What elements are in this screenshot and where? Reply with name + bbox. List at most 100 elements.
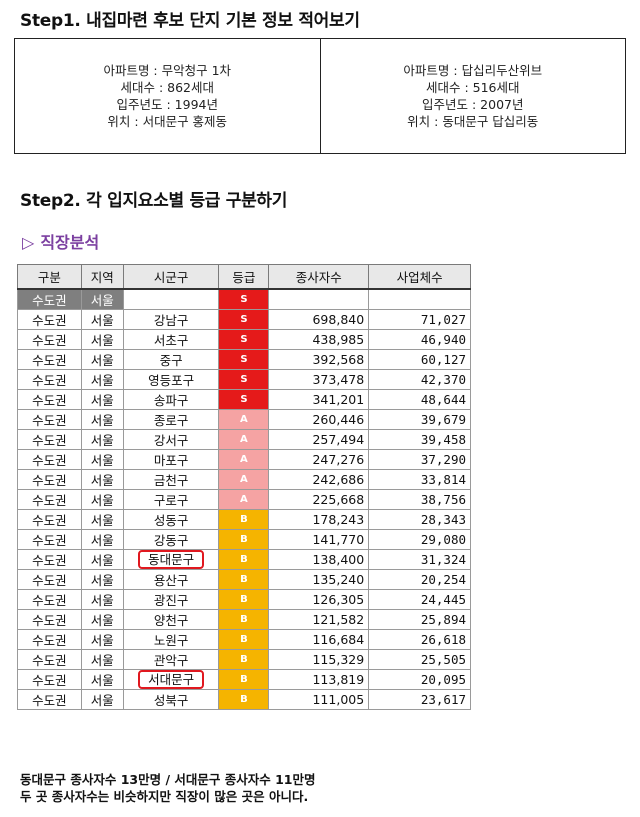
group-city (122, 288, 220, 310)
cell-employees: 116,684 (268, 628, 370, 650)
cell-businesses: 26,618 (368, 628, 471, 650)
cell-businesses: 60,127 (368, 348, 471, 370)
header-area: 지역 (80, 264, 124, 289)
cell-employees: 141,770 (268, 528, 370, 550)
cell-city: 강동구 (122, 528, 220, 550)
info-line: 위치 : 서대문구 홍제동 (107, 114, 228, 129)
group-employees (268, 288, 370, 310)
cell-city: 중구 (122, 348, 220, 370)
cell-employees: 111,005 (268, 688, 370, 710)
conclusion-line: 두 곳 종사자수는 비슷하지만 직장이 많은 곳은 아니다. (20, 789, 309, 804)
cell-region: 수도권 (17, 648, 82, 670)
cell-employees: 260,446 (268, 408, 370, 430)
cell-employees: 698,840 (268, 308, 370, 330)
info-line: 입주년도 : 2007년 (422, 97, 524, 112)
cell-grade: B (218, 608, 270, 630)
table-row: 수도권 서울 강남구 S 698,840 71,027 (17, 308, 471, 330)
cell-employees: 113,819 (268, 668, 370, 690)
cell-employees: 242,686 (268, 468, 370, 490)
cell-area: 서울 (80, 348, 124, 370)
table-row: 수도권 서울 강서구 A 257,494 39,458 (17, 428, 471, 450)
highlighted-city: 동대문구 (138, 549, 205, 569)
cell-employees: 138,400 (268, 548, 370, 570)
table-row: 수도권 서울 노원구 B 116,684 26,618 (17, 628, 471, 650)
cell-businesses: 46,940 (368, 328, 471, 350)
cell-grade: B (218, 508, 270, 530)
cell-area: 서울 (80, 428, 124, 450)
cell-grade: A (218, 468, 270, 490)
cell-businesses: 20,254 (368, 568, 471, 590)
cell-area: 서울 (80, 548, 124, 570)
header-grade: 등급 (218, 264, 270, 289)
info-line: 위치 : 동대문구 답십리동 (407, 114, 539, 129)
cell-grade: S (218, 388, 270, 410)
cell-businesses: 24,445 (368, 588, 471, 610)
cell-businesses: 48,644 (368, 388, 471, 410)
cell-grade: B (218, 568, 270, 590)
cell-area: 서울 (80, 368, 124, 390)
cell-city: 용산구 (122, 568, 220, 590)
cell-region: 수도권 (17, 488, 82, 510)
cell-region: 수도권 (17, 548, 82, 570)
candidate-info-box: 아파트명 : 무악청구 1차 세대수 : 862세대 입주년도 : 1994년 … (14, 38, 626, 154)
table-row: 수도권 서울 광진구 B 126,305 24,445 (17, 588, 471, 610)
cell-city: 금천구 (122, 468, 220, 490)
cell-city: 양천구 (122, 608, 220, 630)
cell-city: 강서구 (122, 428, 220, 450)
step2-title: Step2. 각 입지요소별 등급 구분하기 (20, 191, 288, 211)
cell-city: 서대문구 (122, 668, 220, 690)
cell-region: 수도권 (17, 368, 82, 390)
table-row: 수도권 서울 성동구 B 178,243 28,343 (17, 508, 471, 530)
cell-region: 수도권 (17, 528, 82, 550)
cell-city: 마포구 (122, 448, 220, 470)
info-line: 세대수 : 516세대 (425, 80, 520, 95)
group-grade: S (218, 288, 270, 310)
cell-businesses: 20,095 (368, 668, 471, 690)
cell-businesses: 28,343 (368, 508, 471, 530)
table-row: 수도권 서울 동대문구 B 138,400 31,324 (17, 548, 471, 570)
info-line: 세대수 : 862세대 (120, 80, 215, 95)
cell-grade: S (218, 368, 270, 390)
header-businesses: 사업체수 (368, 264, 471, 289)
cell-grade: B (218, 648, 270, 670)
cell-businesses: 71,027 (368, 308, 471, 330)
cell-employees: 341,201 (268, 388, 370, 410)
section-title: ▷ 직장분석 (22, 229, 99, 253)
cell-region: 수도권 (17, 388, 82, 410)
cell-area: 서울 (80, 308, 124, 330)
cell-employees: 121,582 (268, 608, 370, 630)
cell-city: 광진구 (122, 588, 220, 610)
cell-region: 수도권 (17, 608, 82, 630)
triangle-marker-icon: ▷ (22, 233, 35, 252)
cell-employees: 373,478 (268, 368, 370, 390)
cell-employees: 135,240 (268, 568, 370, 590)
group-businesses (368, 288, 471, 310)
cell-businesses: 42,370 (368, 368, 471, 390)
header-region: 구분 (17, 264, 82, 289)
cell-grade: B (218, 588, 270, 610)
cell-area: 서울 (80, 528, 124, 550)
cell-grade: A (218, 408, 270, 430)
cell-area: 서울 (80, 408, 124, 430)
conclusion-text: 동대문구 종사자수 13만명 / 서대문구 종사자수 11만명 두 곳 종사자수… (20, 771, 315, 805)
cell-area: 서울 (80, 668, 124, 690)
cell-businesses: 38,756 (368, 488, 471, 510)
cell-city: 서초구 (122, 328, 220, 350)
cell-city: 구로구 (122, 488, 220, 510)
section-title-text: 직장분석 (40, 233, 100, 252)
cell-area: 서울 (80, 608, 124, 630)
cell-grade: S (218, 328, 270, 350)
cell-area: 서울 (80, 468, 124, 490)
candidate-right: 아파트명 : 답십리두산위브 세대수 : 516세대 입주년도 : 2007년 … (319, 39, 626, 153)
table-row: 수도권 서울 구로구 A 225,668 38,756 (17, 488, 471, 510)
cell-city: 노원구 (122, 628, 220, 650)
cell-city: 종로구 (122, 408, 220, 430)
table-row: 수도권 서울 성북구 B 111,005 23,617 (17, 688, 471, 710)
table-row: 수도권 서울 강동구 B 141,770 29,080 (17, 528, 471, 550)
table-row: 수도권 서울 중구 S 392,568 60,127 (17, 348, 471, 370)
cell-businesses: 37,290 (368, 448, 471, 470)
cell-area: 서울 (80, 328, 124, 350)
cell-grade: A (218, 448, 270, 470)
cell-region: 수도권 (17, 468, 82, 490)
cell-area: 서울 (80, 508, 124, 530)
